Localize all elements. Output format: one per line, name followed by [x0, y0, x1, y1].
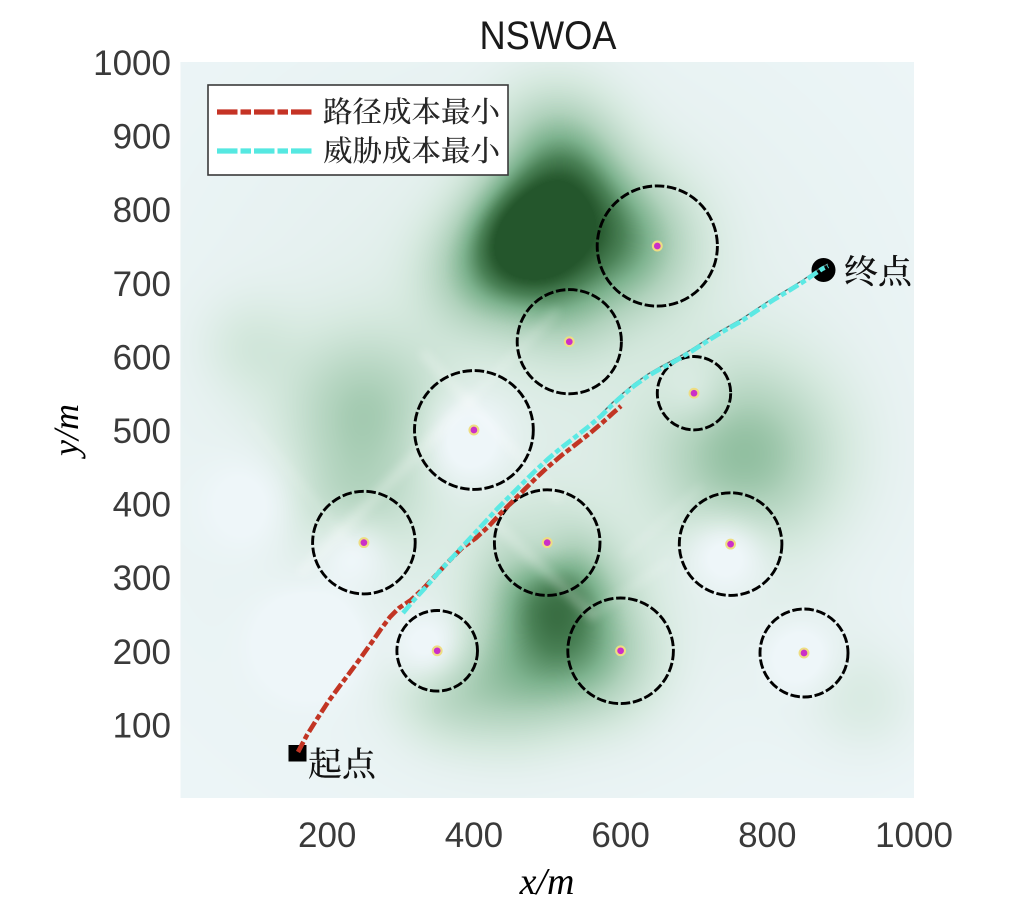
svg-text:NSWOA: NSWOA [480, 14, 617, 58]
svg-text:200: 200 [113, 633, 171, 672]
svg-text:1000: 1000 [93, 44, 171, 83]
svg-text:400: 400 [113, 486, 171, 525]
svg-text:800: 800 [113, 191, 171, 230]
svg-text:900: 900 [113, 118, 171, 157]
svg-text:1000: 1000 [875, 816, 953, 855]
svg-text:100: 100 [113, 706, 171, 745]
svg-text:x/m: x/m [519, 861, 575, 903]
svg-text:300: 300 [113, 559, 171, 598]
svg-text:700: 700 [113, 265, 171, 304]
svg-text:y/m: y/m [46, 404, 86, 459]
svg-text:800: 800 [738, 816, 796, 855]
svg-text:600: 600 [113, 338, 171, 377]
svg-text:400: 400 [445, 816, 503, 855]
svg-text:500: 500 [113, 412, 171, 451]
svg-text:200: 200 [298, 816, 356, 855]
svg-text:600: 600 [591, 816, 649, 855]
